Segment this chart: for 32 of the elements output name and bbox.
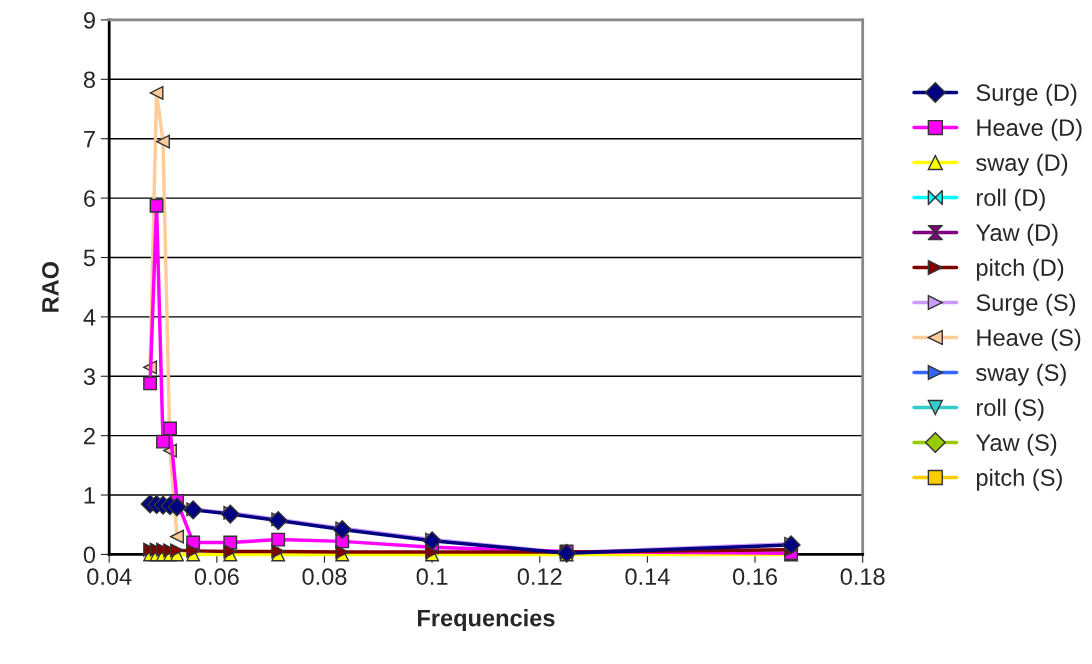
y-tick-label: 0 (83, 546, 96, 564)
legend-label: Surge (S) (976, 293, 1076, 316)
y-tick-label: 6 (84, 190, 95, 207)
legend-label: roll (D) (977, 188, 1045, 211)
y-tick-label: 1 (84, 487, 95, 504)
x-tick-label: 0.04 (87, 568, 132, 585)
x-tick-label: 0.06 (194, 568, 239, 585)
legend-label: roll (S) (977, 398, 1044, 421)
legend-label: Yaw (S) (975, 433, 1057, 456)
x-tick-label: 0.18 (840, 568, 885, 585)
y-tick-label: 9 (83, 11, 95, 29)
x-tick-label: 0.16 (732, 568, 777, 585)
x-tick-label: 0.14 (625, 568, 670, 585)
y-tick-label: 4 (83, 309, 96, 326)
legend-label: sway (D) (976, 153, 1068, 176)
legend-label: Surge (D) (976, 83, 1077, 106)
x-axis-title: Frequencies (417, 609, 555, 632)
legend-label: Heave (S) (977, 328, 1081, 351)
y-axis-title: RAO (42, 261, 59, 312)
legend-label: pitch (S) (976, 468, 1062, 491)
x-tick-label: 0.08 (302, 568, 347, 585)
y-tick-label: 7 (84, 131, 95, 148)
y-tick-label: 3 (83, 368, 95, 386)
x-tick-label: 0.12 (517, 568, 562, 585)
legend-label: pitch (D) (976, 258, 1064, 281)
y-tick-label: 5 (83, 249, 96, 267)
legend-label: Heave (D) (977, 118, 1082, 141)
legend-label: Yaw (D) (975, 223, 1058, 246)
y-tick-label: 8 (83, 71, 95, 89)
y-tick-label: 2 (84, 427, 95, 445)
x-tick-label: 0.1 (416, 568, 448, 585)
legend-label: sway (S) (976, 363, 1066, 386)
